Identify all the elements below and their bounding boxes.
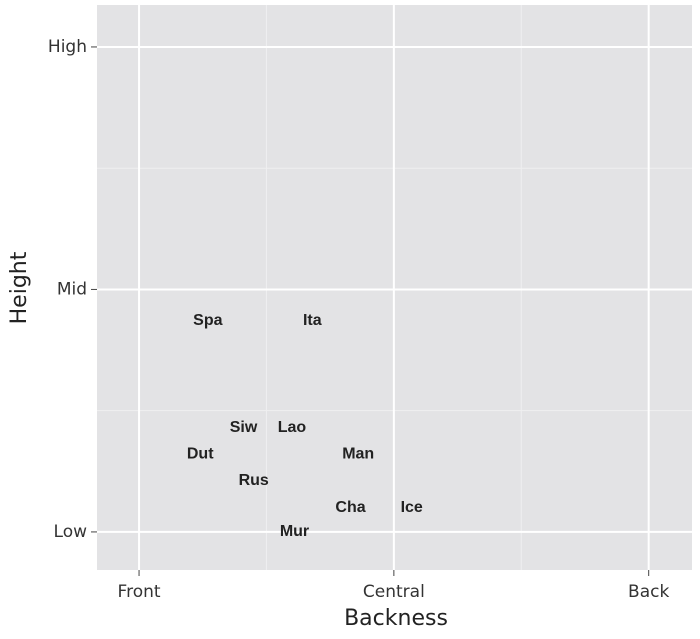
point-label: Man bbox=[342, 446, 374, 463]
point-label: Ice bbox=[401, 499, 423, 516]
point-label: Ita bbox=[303, 312, 322, 329]
point-label: Rus bbox=[239, 472, 269, 489]
y-axis-title: Height bbox=[7, 251, 32, 324]
grid bbox=[97, 5, 692, 570]
point-label: Dut bbox=[187, 446, 214, 463]
x-tick-label: Back bbox=[628, 582, 669, 602]
x-axis-title: Backness bbox=[344, 606, 448, 631]
y-tick-label: Low bbox=[54, 522, 88, 542]
point-label: Lao bbox=[278, 419, 307, 436]
point-label: Mur bbox=[280, 523, 309, 540]
point-label: Siw bbox=[230, 419, 258, 436]
y-tick-label: Mid bbox=[57, 279, 87, 299]
x-tick-label: Central bbox=[363, 582, 425, 602]
x-tick-label: Front bbox=[118, 582, 161, 602]
point-label: Cha bbox=[335, 499, 365, 516]
point-label: Spa bbox=[193, 312, 222, 329]
y-tick-label: High bbox=[48, 37, 87, 57]
